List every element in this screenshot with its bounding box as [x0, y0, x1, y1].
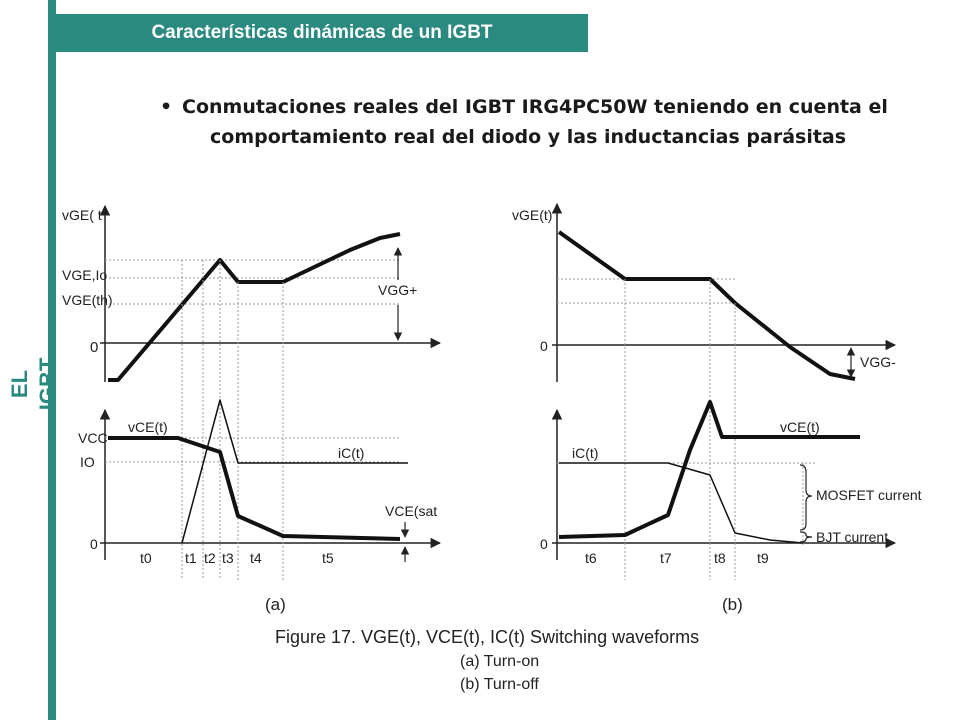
bullet-point: • Conmutaciones reales del IGBT IRG4PC50…: [160, 92, 940, 152]
left-level-zero-top: 0: [90, 339, 98, 356]
left-vce-label: vCE(t): [128, 419, 168, 435]
figure-caption-turn-off: (b) Turn-off: [460, 676, 539, 693]
mosfet-current-brace: [799, 464, 813, 531]
time-label-t5: t5: [322, 550, 334, 566]
time-label-t9: t9: [757, 550, 769, 566]
bjt-current-brace: [799, 531, 813, 543]
time-label-t2: t2: [204, 550, 216, 566]
right-vce-waveform: [558, 400, 860, 539]
mosfet-current-label: MOSFET current: [816, 487, 922, 503]
left-level-vcc: VCC: [78, 430, 108, 446]
bullet-line-1: Conmutaciones reales del IGBT IRG4PC50W …: [182, 96, 888, 118]
right-level-zero-top: 0: [540, 338, 548, 354]
time-label-t4: t4: [250, 550, 262, 566]
left-ic-waveform: [181, 399, 408, 544]
panel-label-a: (a): [265, 595, 286, 614]
figure-caption-turn-on: (a) Turn-on: [460, 653, 539, 670]
left-level-vge-th: VGE(th): [62, 292, 113, 308]
bjt-current-label: BJT current: [816, 529, 888, 545]
left-level-io: IO: [80, 454, 95, 470]
side-accent-bar: [48, 0, 56, 720]
time-label-t1: t1: [185, 550, 197, 566]
left-vge-axis-label: vGE( t: [62, 207, 102, 223]
left-ic-label: iC(t): [338, 445, 364, 461]
right-level-zero-bottom: 0: [540, 536, 548, 552]
left-vge-waveform: [108, 232, 401, 382]
left-top-gridlines: [105, 259, 400, 305]
bullet-dot-icon: •: [160, 96, 173, 118]
right-vgg-label: VGG-: [860, 354, 896, 370]
right-vge-waveform: [557, 230, 856, 381]
right-vge-axis-label: vGE(t): [512, 207, 552, 223]
left-vgg-label: VGG+: [378, 282, 417, 298]
right-ic-label: iC(t): [572, 445, 598, 461]
left-level-vge-io: VGE,Io: [62, 267, 107, 283]
time-label-t6: t6: [585, 550, 597, 566]
time-label-t8: t8: [714, 550, 726, 566]
time-label-t3: t3: [222, 550, 234, 566]
left-level-zero-bottom: 0: [90, 536, 98, 552]
turn-on-panel: vGE( t VGE,Io VGE(th) 0 VGG+ VCC IO 0 vC…: [62, 204, 442, 614]
slide-title: Características dinámicas de un IGBT: [56, 14, 588, 52]
time-label-t0: t0: [140, 550, 152, 566]
figure-caption-title: Figure 17. VGE(t), VCE(t), IC(t) Switchi…: [275, 627, 699, 647]
turn-off-panel: vGE(t) 0 VGG- 0 vCE(t) iC(t) MOSFET curr…: [512, 202, 922, 614]
left-vcesat-label: VCE(sat: [385, 503, 437, 519]
panel-label-b: (b): [722, 595, 743, 614]
right-top-gridlines: [557, 278, 735, 304]
right-vce-label: vCE(t): [780, 419, 820, 435]
left-vce-waveform: [108, 436, 401, 541]
right-ic-waveform: [559, 462, 804, 544]
time-label-t7: t7: [660, 550, 672, 566]
bullet-line-2: comportamiento real del diodo y las indu…: [210, 126, 847, 148]
